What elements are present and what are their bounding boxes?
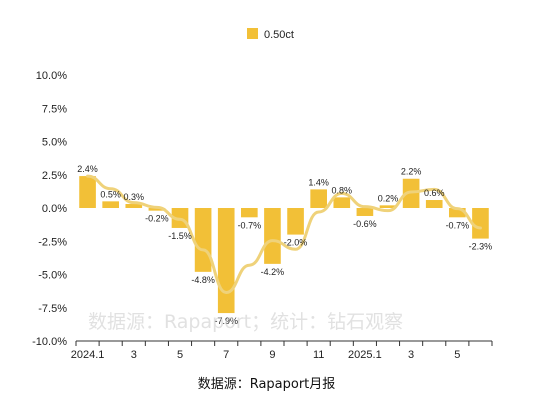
legend-label: 0.50ct	[264, 29, 294, 41]
bar	[333, 197, 351, 208]
bar	[310, 189, 327, 208]
data-label: -0.2%	[145, 214, 169, 224]
legend-swatch	[247, 28, 258, 39]
data-label: -2.0%	[284, 238, 308, 248]
y-tick-label: 10.0%	[36, 70, 67, 82]
data-label: -4.2%	[261, 267, 285, 277]
x-tick-label: 2024.1	[71, 349, 105, 361]
y-tick-label: 7.5%	[42, 103, 67, 115]
data-label: -0.7%	[446, 220, 470, 230]
data-label: -0.7%	[238, 220, 262, 230]
bar	[264, 208, 281, 264]
bar	[217, 208, 235, 314]
y-tick-label: -2.5%	[38, 236, 67, 248]
bar	[79, 176, 96, 208]
x-axis-ticks: 2024.1 3 5 7 9 11 2025.1 3 5	[71, 341, 493, 361]
data-label: -7.9%	[214, 316, 238, 326]
bar	[241, 208, 258, 218]
data-label: 2.2%	[401, 167, 422, 177]
data-labels: 2.4% 0.5% 0.3% -0.2% -1.5% -4.8% -7.9% -0.7% -4.…	[77, 164, 492, 326]
legend: 0.50ct	[247, 28, 294, 41]
data-label: 0.3%	[124, 192, 145, 202]
data-label: 0.6%	[424, 188, 445, 198]
y-tick-label: 2.5%	[42, 170, 67, 182]
x-tick-label: 5	[177, 349, 183, 361]
y-axis-ticks: 10.0% 7.5% 5.0% 2.5% 0.0% -2.5% -5.0% -7.5% -10.…	[32, 70, 67, 348]
x-tick-label: 3	[131, 349, 137, 361]
bar	[379, 205, 397, 208]
bar	[356, 208, 374, 216]
bar	[148, 208, 166, 211]
bar	[472, 208, 489, 239]
watermark: 数据源：Rapaport；统计：钻石观察	[88, 311, 403, 333]
bars	[79, 176, 489, 314]
bar	[287, 208, 304, 235]
x-tick-label: 3	[408, 349, 414, 361]
data-label: 2.4%	[77, 164, 98, 174]
bar	[194, 208, 212, 272]
bar	[102, 201, 119, 208]
data-label: 0.8%	[332, 185, 353, 195]
bar	[425, 200, 443, 208]
trend-line-group	[86, 174, 482, 294]
bar	[449, 208, 466, 218]
y-tick-label: 0.0%	[42, 203, 67, 215]
data-label: 0.5%	[100, 189, 121, 199]
data-label: -0.6%	[353, 219, 377, 229]
x-tick-label: 5	[454, 349, 460, 361]
trend-line	[86, 174, 482, 294]
data-label: -4.8%	[191, 275, 215, 285]
y-tick-label: 5.0%	[42, 137, 67, 149]
source-note: 数据源：Rapaport月报	[198, 377, 336, 392]
x-tick-label: 9	[269, 349, 275, 361]
data-label: 0.2%	[378, 193, 399, 203]
data-label: 1.4%	[308, 177, 329, 187]
data-label: -2.3%	[469, 242, 493, 252]
x-tick-label: 2025.1	[348, 349, 382, 361]
y-tick-label: -5.0%	[38, 270, 67, 282]
data-label: -1.5%	[168, 231, 192, 241]
x-tick-label: 11	[313, 349, 324, 361]
bar	[125, 204, 143, 208]
x-tick-label: 7	[223, 349, 229, 361]
y-tick-label: -7.5%	[38, 303, 67, 315]
y-tick-label: -10.0%	[32, 336, 67, 348]
